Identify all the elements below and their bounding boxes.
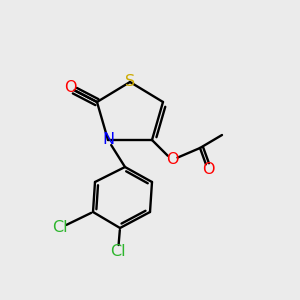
Text: N: N bbox=[102, 133, 114, 148]
Text: S: S bbox=[125, 74, 135, 89]
Text: O: O bbox=[202, 163, 214, 178]
Text: O: O bbox=[64, 80, 76, 95]
Text: Cl: Cl bbox=[52, 220, 68, 236]
Text: O: O bbox=[166, 152, 178, 167]
Text: Cl: Cl bbox=[110, 244, 126, 260]
